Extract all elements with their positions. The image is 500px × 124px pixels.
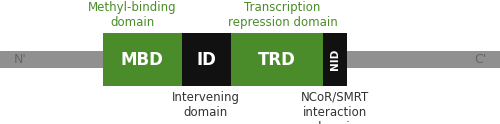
Bar <box>323 33 347 86</box>
Text: NCoR/SMRT
interaction
domain: NCoR/SMRT interaction domain <box>301 91 369 124</box>
Text: Methyl-binding
domain: Methyl-binding domain <box>88 0 177 29</box>
Text: NID: NID <box>330 49 340 70</box>
Bar <box>102 33 182 86</box>
Bar <box>0 51 500 68</box>
Text: MBD: MBD <box>120 50 164 69</box>
Text: Intervening
domain: Intervening domain <box>172 91 240 119</box>
Text: ID: ID <box>196 50 216 69</box>
Bar <box>182 33 230 86</box>
Text: N': N' <box>14 53 26 66</box>
Text: Transcription
repression domain: Transcription repression domain <box>228 0 338 29</box>
Bar <box>230 33 323 86</box>
Text: C': C' <box>474 53 486 66</box>
Text: TRD: TRD <box>258 50 296 69</box>
